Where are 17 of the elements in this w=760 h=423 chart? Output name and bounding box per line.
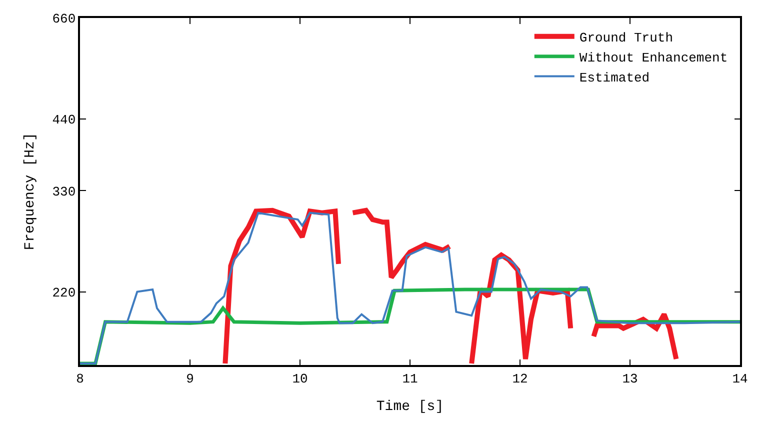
x-tick-label: 10: [292, 371, 308, 386]
y-tick-label: 330: [52, 184, 76, 200]
x-axis-title: Time [s]: [376, 399, 444, 416]
y-axis-title: Frequency [Hz]: [22, 132, 38, 250]
x-tick-label: 9: [186, 371, 194, 386]
y-tick-label: 220: [52, 285, 76, 300]
x-tick-label: 12: [512, 371, 528, 386]
x-tick-label: 13: [622, 371, 638, 386]
line-series: [80, 212, 740, 364]
legend-label: Estimated: [579, 70, 650, 86]
x-tick-label: 8: [76, 371, 84, 386]
x-tick-label: 11: [402, 371, 418, 386]
y-tick-label: 440: [52, 112, 76, 128]
y-tick-label: 660: [52, 12, 76, 27]
x-tick-label: 14: [732, 371, 748, 386]
legend-label: Without Enhancement: [579, 50, 728, 66]
legend-label: Ground Truth: [579, 30, 674, 46]
